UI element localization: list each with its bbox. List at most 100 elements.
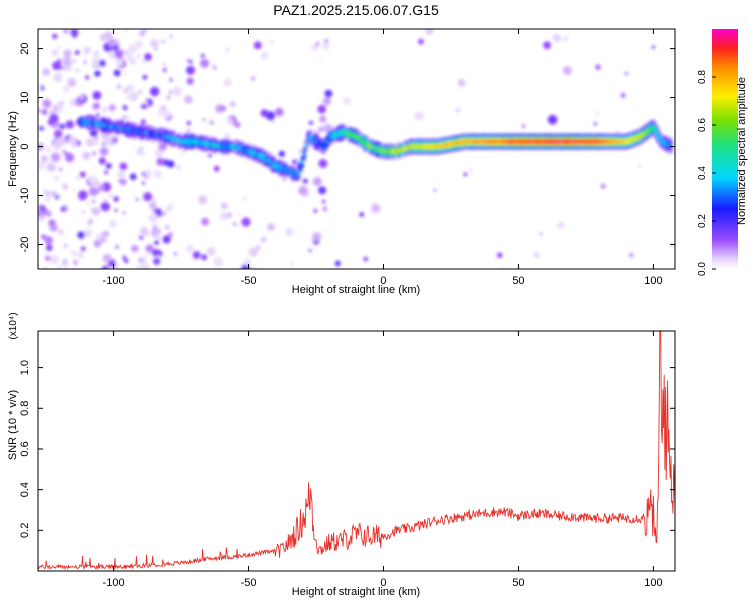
- ridge-segment: [448, 142, 452, 146]
- ridge-segment: [387, 149, 391, 154]
- noise-blob: [113, 69, 121, 77]
- ridge-segment: [257, 153, 261, 157]
- ridge-segment: [406, 145, 410, 150]
- ridge-segment: [521, 139, 525, 144]
- noise-blob: [226, 118, 234, 125]
- ridge-segment: [504, 139, 508, 144]
- ridge-segment: [200, 141, 204, 145]
- noise-blob: [272, 120, 275, 124]
- ridge-segment: [111, 125, 115, 129]
- ridge-segment: [570, 139, 575, 144]
- noise-blob: [186, 77, 194, 85]
- ridge-segment: [429, 144, 433, 149]
- x-tick-label: -100: [103, 577, 125, 589]
- noise-blob: [57, 266, 61, 269]
- ridge-segment: [378, 148, 382, 152]
- noise-blob: [83, 46, 91, 54]
- y-tick-label: 0.6: [19, 441, 31, 456]
- ridge-segment: [149, 132, 153, 136]
- noise-blob: [59, 101, 64, 106]
- ridge-segment: [261, 155, 265, 159]
- ridge-segment: [85, 120, 89, 124]
- noise-blob: [142, 29, 147, 33]
- ridge-segment: [198, 141, 202, 145]
- ridge-segment: [287, 169, 291, 173]
- noise-blob: [142, 74, 148, 80]
- ridge-segment: [126, 127, 131, 132]
- noise-blob: [251, 76, 256, 81]
- ridge-segment: [502, 139, 507, 144]
- noise-blob: [102, 265, 109, 269]
- noise-blob: [552, 33, 562, 43]
- ridge-segment: [391, 149, 395, 154]
- ridge-segment: [136, 129, 140, 134]
- ridge-segment: [614, 139, 618, 144]
- noise-blob: [600, 183, 606, 189]
- noise-blob: [122, 115, 126, 120]
- noise-blob: [53, 72, 63, 82]
- noise-blob: [131, 245, 139, 253]
- noise-blob: [229, 101, 236, 108]
- ridge-segment: [567, 139, 571, 144]
- ridge-segment: [348, 132, 352, 136]
- noise-blob: [215, 104, 224, 113]
- ridge-segment: [491, 139, 495, 144]
- ridge-segment: [268, 160, 272, 164]
- ridge-segment: [155, 133, 159, 137]
- noise-blob: [68, 136, 76, 145]
- noise-blob: [135, 197, 139, 202]
- ridge-segment: [669, 144, 673, 148]
- ridge-segment: [380, 149, 384, 153]
- noise-blob: [152, 198, 156, 202]
- ridge-segment: [480, 139, 484, 144]
- noise-blob: [94, 140, 100, 146]
- noise-blob: [595, 64, 601, 70]
- ridge-segment: [140, 130, 144, 134]
- noise-blob: [539, 232, 543, 236]
- ridge-segment: [102, 123, 106, 127]
- noise-blob: [114, 208, 118, 212]
- noise-blob: [129, 173, 137, 181]
- ridge-segment: [304, 143, 308, 147]
- noise-blob: [312, 232, 322, 242]
- ridge-segment: [644, 130, 648, 134]
- noise-blob: [88, 218, 93, 224]
- noise-blob: [126, 93, 134, 100]
- noise-blob: [455, 107, 461, 113]
- ridge-segment: [181, 139, 185, 144]
- noise-blob: [104, 170, 108, 175]
- noise-blob: [44, 196, 51, 202]
- ridge-segment: [525, 139, 529, 144]
- ridge-segment: [230, 144, 234, 149]
- noise-blob: [324, 89, 333, 98]
- ridge-segment: [236, 145, 240, 150]
- figure-title: PAZ1.2025.215.06.07.G15: [273, 2, 439, 18]
- x-tick-label: -50: [241, 577, 257, 589]
- ridge-segment: [400, 147, 405, 152]
- noise-blob: [137, 89, 143, 95]
- noise-blob: [166, 95, 171, 100]
- ridge-segment: [221, 144, 225, 149]
- ridge-segment: [176, 138, 180, 143]
- noise-blob: [593, 122, 597, 126]
- noise-blob: [80, 96, 85, 100]
- noise-blob: [651, 45, 656, 49]
- noise-blob: [70, 29, 79, 37]
- ridge-segment: [228, 144, 233, 149]
- ridge-segment: [234, 145, 238, 149]
- noise-blob: [189, 60, 193, 64]
- ridge-segment: [300, 160, 304, 164]
- noise-blob: [69, 99, 77, 107]
- noise-blob: [321, 199, 326, 204]
- noise-blob: [637, 164, 642, 168]
- ridge-segment: [83, 120, 87, 124]
- noise-blob: [40, 84, 44, 88]
- noise-blob: [200, 58, 210, 68]
- ridge-segment: [204, 142, 208, 146]
- noise-blob: [106, 229, 109, 233]
- noise-blob: [145, 169, 152, 176]
- noise-blob: [298, 149, 302, 154]
- ridge-segment: [489, 139, 493, 144]
- snr-series-line: [38, 331, 675, 571]
- noise-blob: [117, 170, 126, 179]
